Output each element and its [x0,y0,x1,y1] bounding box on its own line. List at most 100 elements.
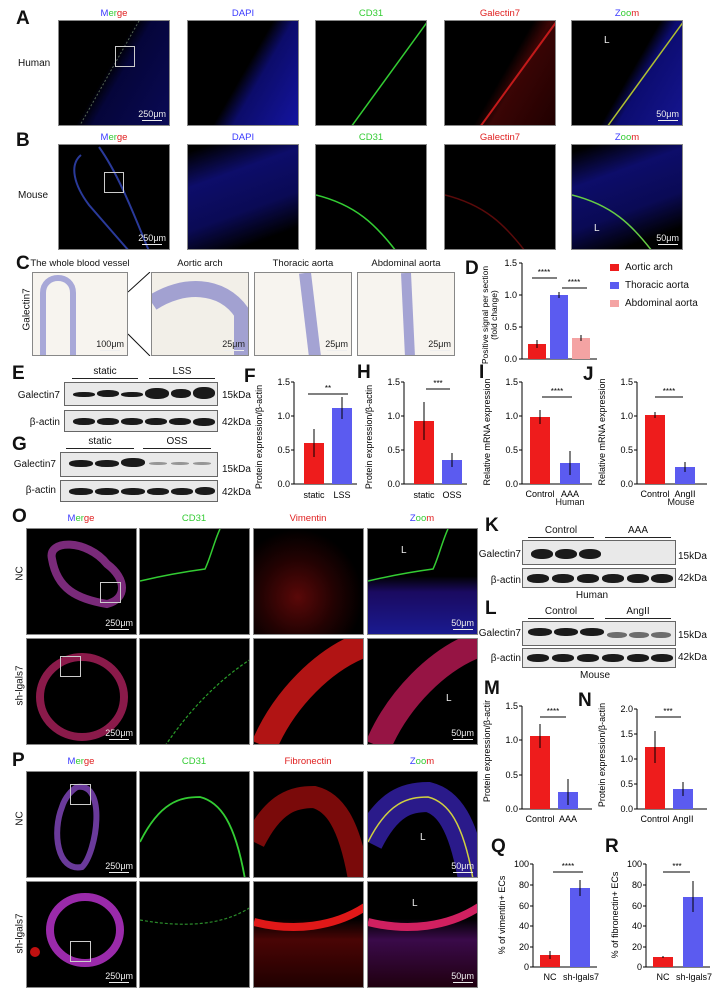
image-galectin7-human [444,20,556,126]
group-oss: OSS [166,436,188,447]
kda-15: 15kDa [678,551,707,562]
subtitle-human: Human [575,590,609,601]
group-lss: LSS [172,366,192,377]
row-label-mouse: Mouse [18,190,49,201]
panel-label-b: B [16,130,30,151]
svg-text:1.0: 1.0 [620,411,633,421]
scale-bar: 100μm [96,339,124,352]
image-merge-sh-o: 250μm [26,638,137,745]
svg-text:0.0: 0.0 [505,479,518,489]
legend-item: Abdominal aorta [610,298,698,309]
svg-text:**: ** [325,384,331,393]
svg-text:% of fibronectin+ ECs: % of fibronectin+ ECs [610,871,620,958]
image-dapi-mouse [187,144,299,250]
scale-bar: 50μm [451,618,474,631]
svg-text:80: 80 [519,880,529,890]
svg-text:Protein expression/β-actin: Protein expression/β-actin [597,703,607,807]
kda-15: 15kDa [222,390,251,401]
title-cd31-a: CD31 [358,8,384,19]
group-line [605,537,671,538]
svg-text:****: **** [551,387,563,396]
chart-q: % of vimentin+ ECs 0 20 40 60 80 100 **** NC s… [495,859,605,990]
scale-bar: 250μm [105,618,133,631]
image-merge-nc-o: 250μm [26,528,137,635]
group-line [143,448,211,449]
kda-42: 42kDa [222,487,251,498]
image-cd31-sh-o [139,638,250,745]
svg-text:0: 0 [524,962,529,972]
svg-text:60: 60 [632,901,642,911]
blot-galectin7-g [60,452,218,477]
svg-text:20: 20 [519,942,529,952]
scale-bar: 25μm [325,339,348,352]
svg-text:***: *** [433,379,442,388]
svg-text:0: 0 [637,962,642,972]
blot-bactin-e [64,410,218,432]
blot-label-bactin: β-actin [490,575,521,586]
svg-text:40: 40 [519,921,529,931]
row-label-galectin7: Galectin7 [21,288,33,331]
panel-label-a: A [16,8,30,29]
lumen-label: L [412,898,418,909]
legend-item: Aortic arch [610,262,698,273]
panel-label-f: F [244,366,256,387]
svg-text:80: 80 [632,880,642,890]
chart-d: Positive signal per section (fold change… [480,255,600,372]
panel-label-n: N [578,690,592,711]
svg-text:1.0: 1.0 [505,735,518,745]
image-vimentin-nc-o [253,528,364,635]
lumen-label: L [401,545,407,556]
svg-text:20: 20 [632,942,642,952]
image-fibronectin-nc-p [253,771,364,878]
ihc-whole-vessel: 100μm [32,272,128,356]
svg-text:1.0: 1.0 [505,411,518,421]
chart-i: Relative mRNA expression 0.0 0.5 1.0 1.5 **… [480,372,600,515]
scale-bar: 50μm [656,233,679,246]
svg-text:NC: NC [544,972,557,982]
panel-label-l: L [485,598,497,619]
image-merge-mouse: 250μm [58,144,170,250]
panel-label-g: G [12,434,27,455]
svg-text:AAA: AAA [559,814,577,824]
svg-text:LSS: LSS [333,490,350,500]
svg-text:****: **** [568,278,580,287]
legend-item: Thoracic aorta [610,280,698,291]
image-zoom-sh-o: L 50μm [367,638,478,745]
group-angii: AngII [626,606,650,617]
group-line [72,378,138,379]
title-fibronectin-p: Fibronectin [284,756,332,767]
roi-box [70,941,91,962]
blot-bactin-l [522,648,676,668]
row-label-nc: NC [14,566,26,581]
svg-text:0.5: 0.5 [620,445,633,455]
panel-label-c: C [16,253,30,274]
lumen-label: L [420,832,426,843]
title-merge-o: Merge [67,513,95,524]
title-merge-p: Merge [67,756,95,767]
svg-text:40: 40 [632,921,642,931]
svg-text:1.0: 1.0 [387,411,400,421]
title-whole-vessel: The whole blood vessel [30,258,130,269]
image-cd31-mouse [315,144,427,250]
svg-text:0.5: 0.5 [504,322,517,332]
row-label-sh-lgals7: sh-lgals7 [14,913,26,954]
blot-label-galectin7: Galectin7 [17,390,60,401]
image-cd31-nc-o [139,528,250,635]
title-thoracic-aorta: Thoracic aorta [272,258,334,269]
svg-text:Positive signal per section: Positive signal per section [480,266,490,365]
ihc-abdominal-aorta: 25μm [357,272,455,356]
scale-bar: 250μm [138,233,166,246]
svg-text:****: **** [663,387,675,396]
svg-text:0.0: 0.0 [387,479,400,489]
svg-text:Relative mRNA expression: Relative mRNA expression [597,378,607,485]
svg-text:AngII: AngII [674,489,695,499]
subtitle-mouse: Mouse [579,670,610,681]
title-dapi-a: DAPI [231,8,255,19]
panel-label-q: Q [491,836,506,857]
svg-text:Protein expression/β-actin: Protein expression/β-actin [364,385,374,489]
scale-bar: 50μm [451,971,474,984]
svg-text:Control: Control [525,814,554,824]
svg-text:1.5: 1.5 [505,701,518,711]
chart-r: % of fibronectin+ ECs 0 20 40 60 80 100 *** N… [608,859,717,990]
svg-text:Protein expression/β-actin: Protein expression/β-actin [254,385,264,489]
